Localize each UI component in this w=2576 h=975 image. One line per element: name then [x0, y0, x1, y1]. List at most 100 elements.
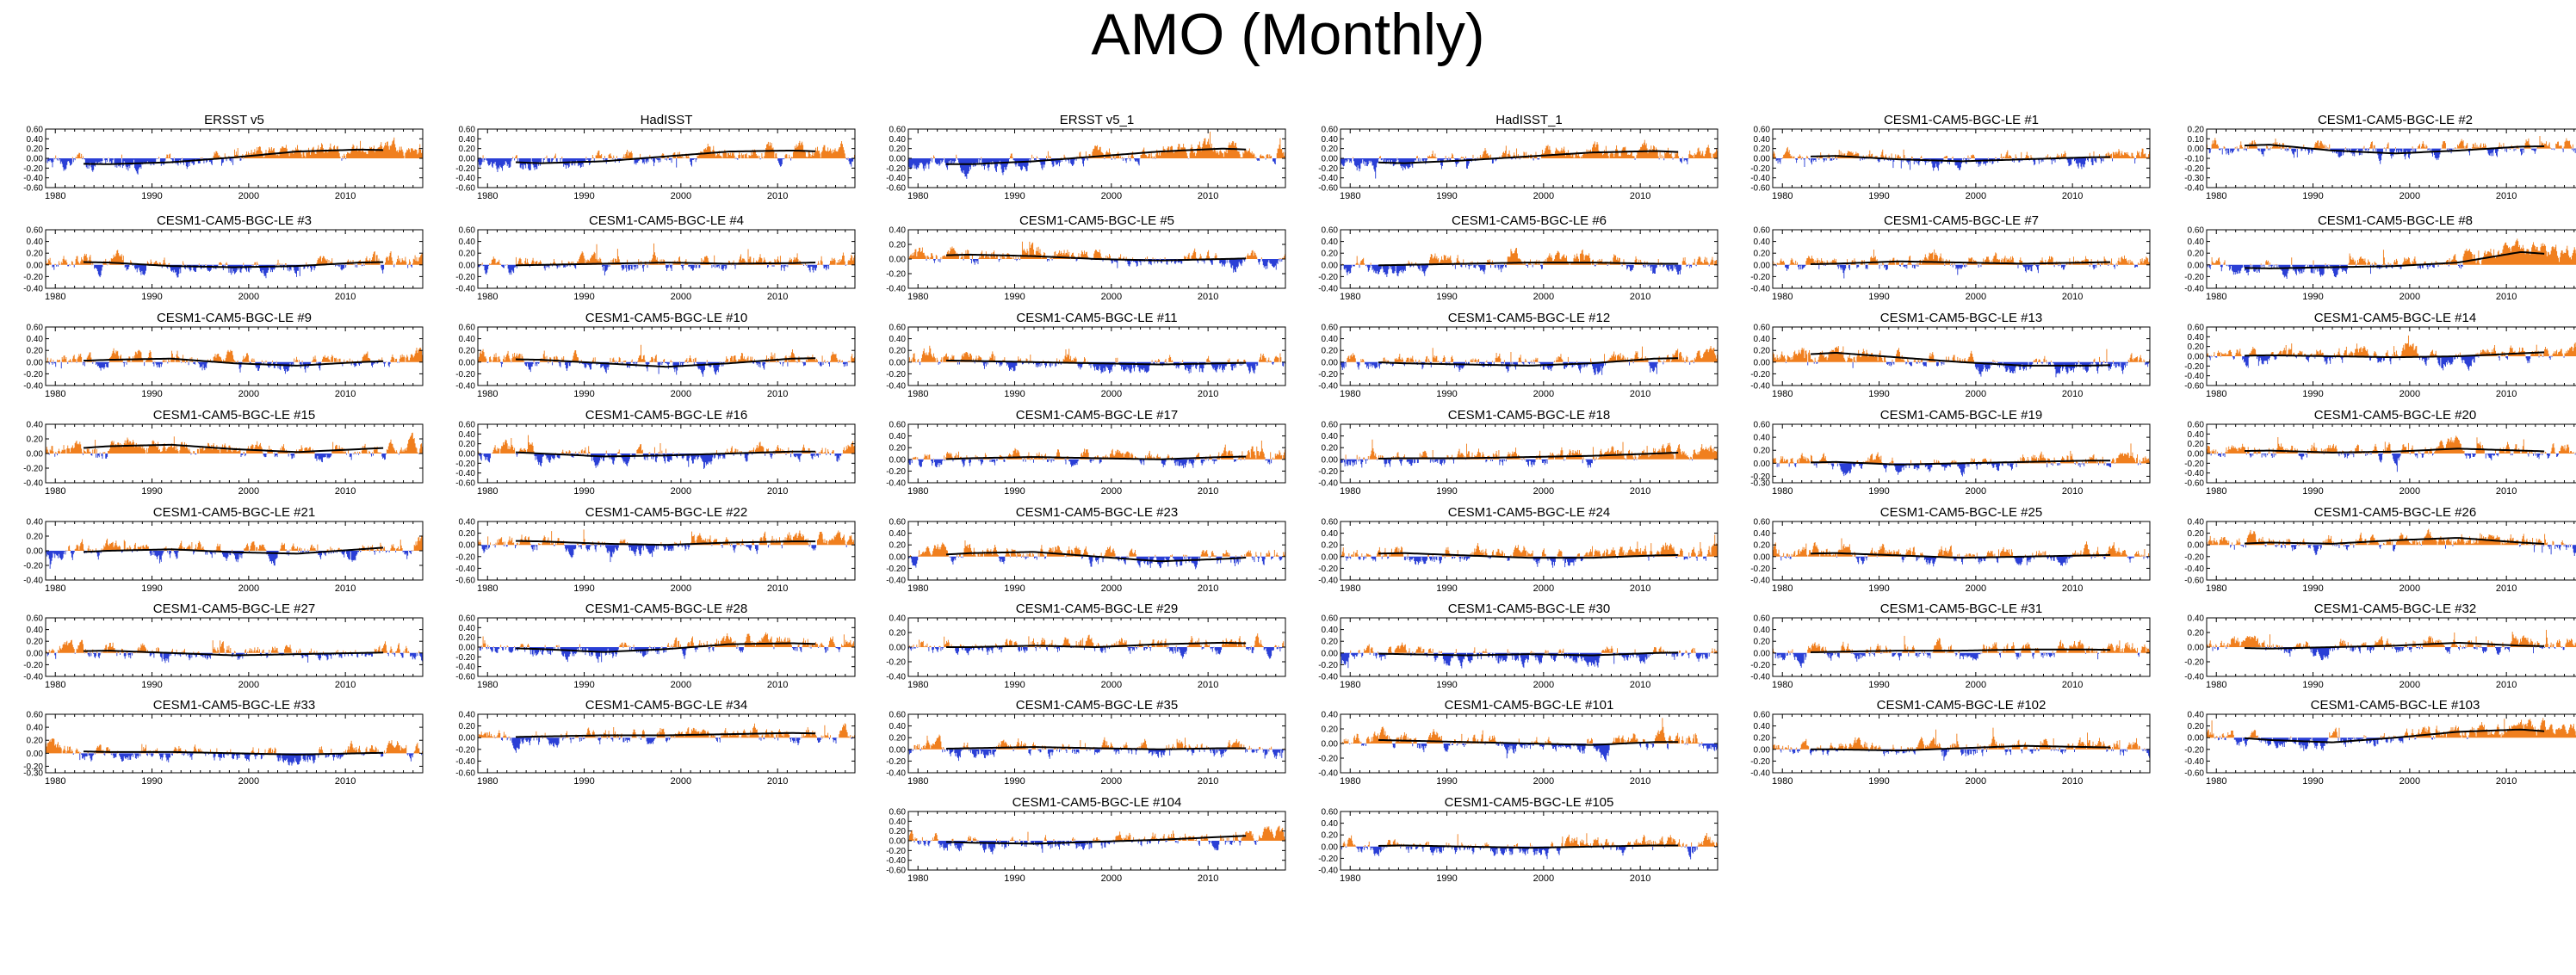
- x-tick-label: 2000: [1533, 776, 1554, 787]
- plot-frame: [1340, 229, 1718, 289]
- x-tick-label: 1990: [2302, 486, 2323, 497]
- panel-title: CESM1-CAM5-BGC-LE #29: [1016, 602, 1178, 616]
- y-tick-label: 0.00: [459, 155, 476, 164]
- y-tick-label: 0.20: [2188, 126, 2205, 135]
- y-tick-label: 0.20: [889, 145, 907, 154]
- x-tick-label: 2000: [238, 486, 259, 497]
- y-tick-label: -0.40: [1750, 174, 1770, 183]
- positive-anomaly-bars: [482, 140, 855, 158]
- y-tick-label: 0.20: [2188, 342, 2205, 352]
- y-tick-label: 0.40: [459, 238, 476, 247]
- panel: CESM1-CAM5-BGC-LE #102 0.60 0.40 0.200.00 -0…: [1750, 698, 2151, 787]
- x-tick-label: 1980: [907, 873, 928, 884]
- x-tick-label: 2010: [1630, 292, 1650, 302]
- negative-anomaly-bars: [1349, 744, 1718, 762]
- x-tick-label: 1990: [141, 389, 162, 399]
- x-tick-label: 1990: [1004, 776, 1025, 787]
- panel: CESM1-CAM5-BGC-LE #9 0.60 0.40 0.20 0.00 -0.2…: [23, 311, 424, 399]
- y-tick-label: -0.60: [455, 184, 475, 194]
- negative-anomaly-bars: [1776, 463, 2141, 477]
- panel: CESM1-CAM5-BGC-LE #22 0.400.20 0.00-0.20 -0…: [455, 505, 856, 594]
- y-tick-label: -0.40: [886, 856, 906, 866]
- x-tick-label: 1980: [907, 389, 928, 399]
- smoothed-line: [945, 253, 1247, 262]
- y-tick-label: -0.20: [1318, 661, 1338, 670]
- x-tick-label: 2000: [1533, 389, 1554, 399]
- panel-title: CESM1-CAM5-BGC-LE #10: [585, 311, 747, 325]
- y-tick-label: -0.40: [455, 565, 475, 574]
- positive-anomaly-bars: [1341, 718, 1703, 744]
- y-tick-label: 0.20: [459, 250, 476, 259]
- y-tick-label: 0.60: [459, 324, 476, 333]
- y-tick-label: 0.00: [2188, 353, 2205, 362]
- x-tick-label: 2000: [671, 191, 691, 201]
- panel-title: CESM1-CAM5-BGC-LE #32: [2314, 602, 2476, 616]
- panel-title: CESM1-CAM5-BGC-LE #102: [1877, 698, 2047, 713]
- positive-anomaly-bars: [46, 639, 420, 653]
- panel-title: HadISST_1: [1495, 113, 1563, 127]
- panel: CESM1-CAM5-BGC-LE #105 0.600.40 0.200.00 -0…: [1318, 795, 1718, 884]
- y-tick-label: -0.20: [23, 273, 43, 282]
- y-tick-label: -0.40: [886, 382, 906, 392]
- x-tick-label: 2010: [2496, 680, 2517, 690]
- y-tick-label: 0.00: [27, 547, 44, 557]
- y-tick-label: -0.40: [2184, 469, 2204, 478]
- y-tick-label: 0.00: [1322, 842, 1339, 852]
- plot-frame: [45, 326, 424, 386]
- y-tick-label: -0.60: [2184, 577, 2204, 586]
- y-tick-label: -0.40: [2184, 757, 2204, 767]
- panel: CESM1-CAM5-BGC-LE #29 0.40 0.20 0.00 -0.20 -0…: [886, 602, 1286, 690]
- y-tick-label: -0.60: [886, 184, 906, 194]
- y-tick-label: -0.20: [23, 762, 43, 772]
- x-tick-label: 2010: [767, 583, 788, 594]
- y-tick-label: 0.20: [2188, 722, 2205, 731]
- x-tick-label: 2010: [1198, 583, 1218, 594]
- x-tick-label: 1990: [573, 680, 594, 690]
- y-tick-label: -0.20: [455, 164, 475, 174]
- x-tick-label: 1980: [477, 680, 498, 690]
- y-tick-label: 0.60: [1754, 518, 1771, 528]
- y-tick-label: 0.20: [459, 145, 476, 154]
- y-tick-label: 0.20: [1322, 725, 1339, 735]
- x-tick-label: 2010: [335, 486, 356, 497]
- y-tick-label: 0.60: [1754, 614, 1771, 624]
- y-tick-label: -0.40: [886, 769, 906, 779]
- panel-title: CESM1-CAM5-BGC-LE #27: [153, 602, 315, 616]
- positive-anomaly-bars: [1353, 139, 1718, 158]
- y-tick-label: -0.40: [23, 673, 43, 682]
- x-tick-label: 1980: [1340, 680, 1360, 690]
- plot-frame: [2206, 229, 2576, 289]
- y-tick-label: 0.00: [889, 455, 907, 465]
- x-tick-label: 2000: [1533, 873, 1554, 884]
- panel: CESM1-CAM5-BGC-LE #12 0.60 0.40 0.20 0.00 -0.…: [1318, 311, 1718, 399]
- y-tick-label: -0.40: [23, 174, 43, 183]
- y-tick-label: 0.00: [889, 358, 907, 367]
- x-tick-label: 2000: [1101, 191, 1122, 201]
- x-tick-label: 2010: [335, 680, 356, 690]
- x-tick-label: 1980: [45, 776, 65, 787]
- x-tick-label: 1990: [1004, 389, 1025, 399]
- positive-anomaly-bars: [1773, 249, 2150, 265]
- x-tick-label: 2000: [2400, 776, 2420, 787]
- positive-anomaly-bars: [931, 131, 1285, 158]
- y-tick-label: 0.20: [889, 827, 907, 836]
- y-tick-label: -0.40: [2184, 673, 2204, 682]
- x-tick-label: 1980: [477, 583, 498, 594]
- y-tick-label: -0.60: [455, 769, 475, 779]
- panel: HadISST0.600.400.200.00-0.20-0.40-0.6019…: [455, 113, 856, 201]
- y-tick-label: -0.40: [2184, 565, 2204, 574]
- x-tick-label: 2000: [1966, 292, 1986, 302]
- y-tick-label: -0.20: [455, 370, 475, 380]
- smoothed-line: [1810, 460, 2111, 466]
- y-tick-label: 0.00: [889, 256, 907, 265]
- y-tick-label: 0.40: [1322, 711, 1339, 720]
- y-tick-label: 0.40: [2188, 518, 2205, 528]
- y-tick-label: 0.00: [459, 734, 476, 744]
- y-tick-label: 0.60: [459, 614, 476, 624]
- x-tick-label: 2000: [238, 680, 259, 690]
- x-tick-label: 1990: [2302, 292, 2323, 302]
- y-tick-label: 0.00: [459, 644, 476, 653]
- positive-anomaly-bars: [53, 137, 424, 158]
- y-tick-label: 0.00: [2188, 450, 2205, 460]
- y-tick-label: -0.20: [23, 465, 43, 474]
